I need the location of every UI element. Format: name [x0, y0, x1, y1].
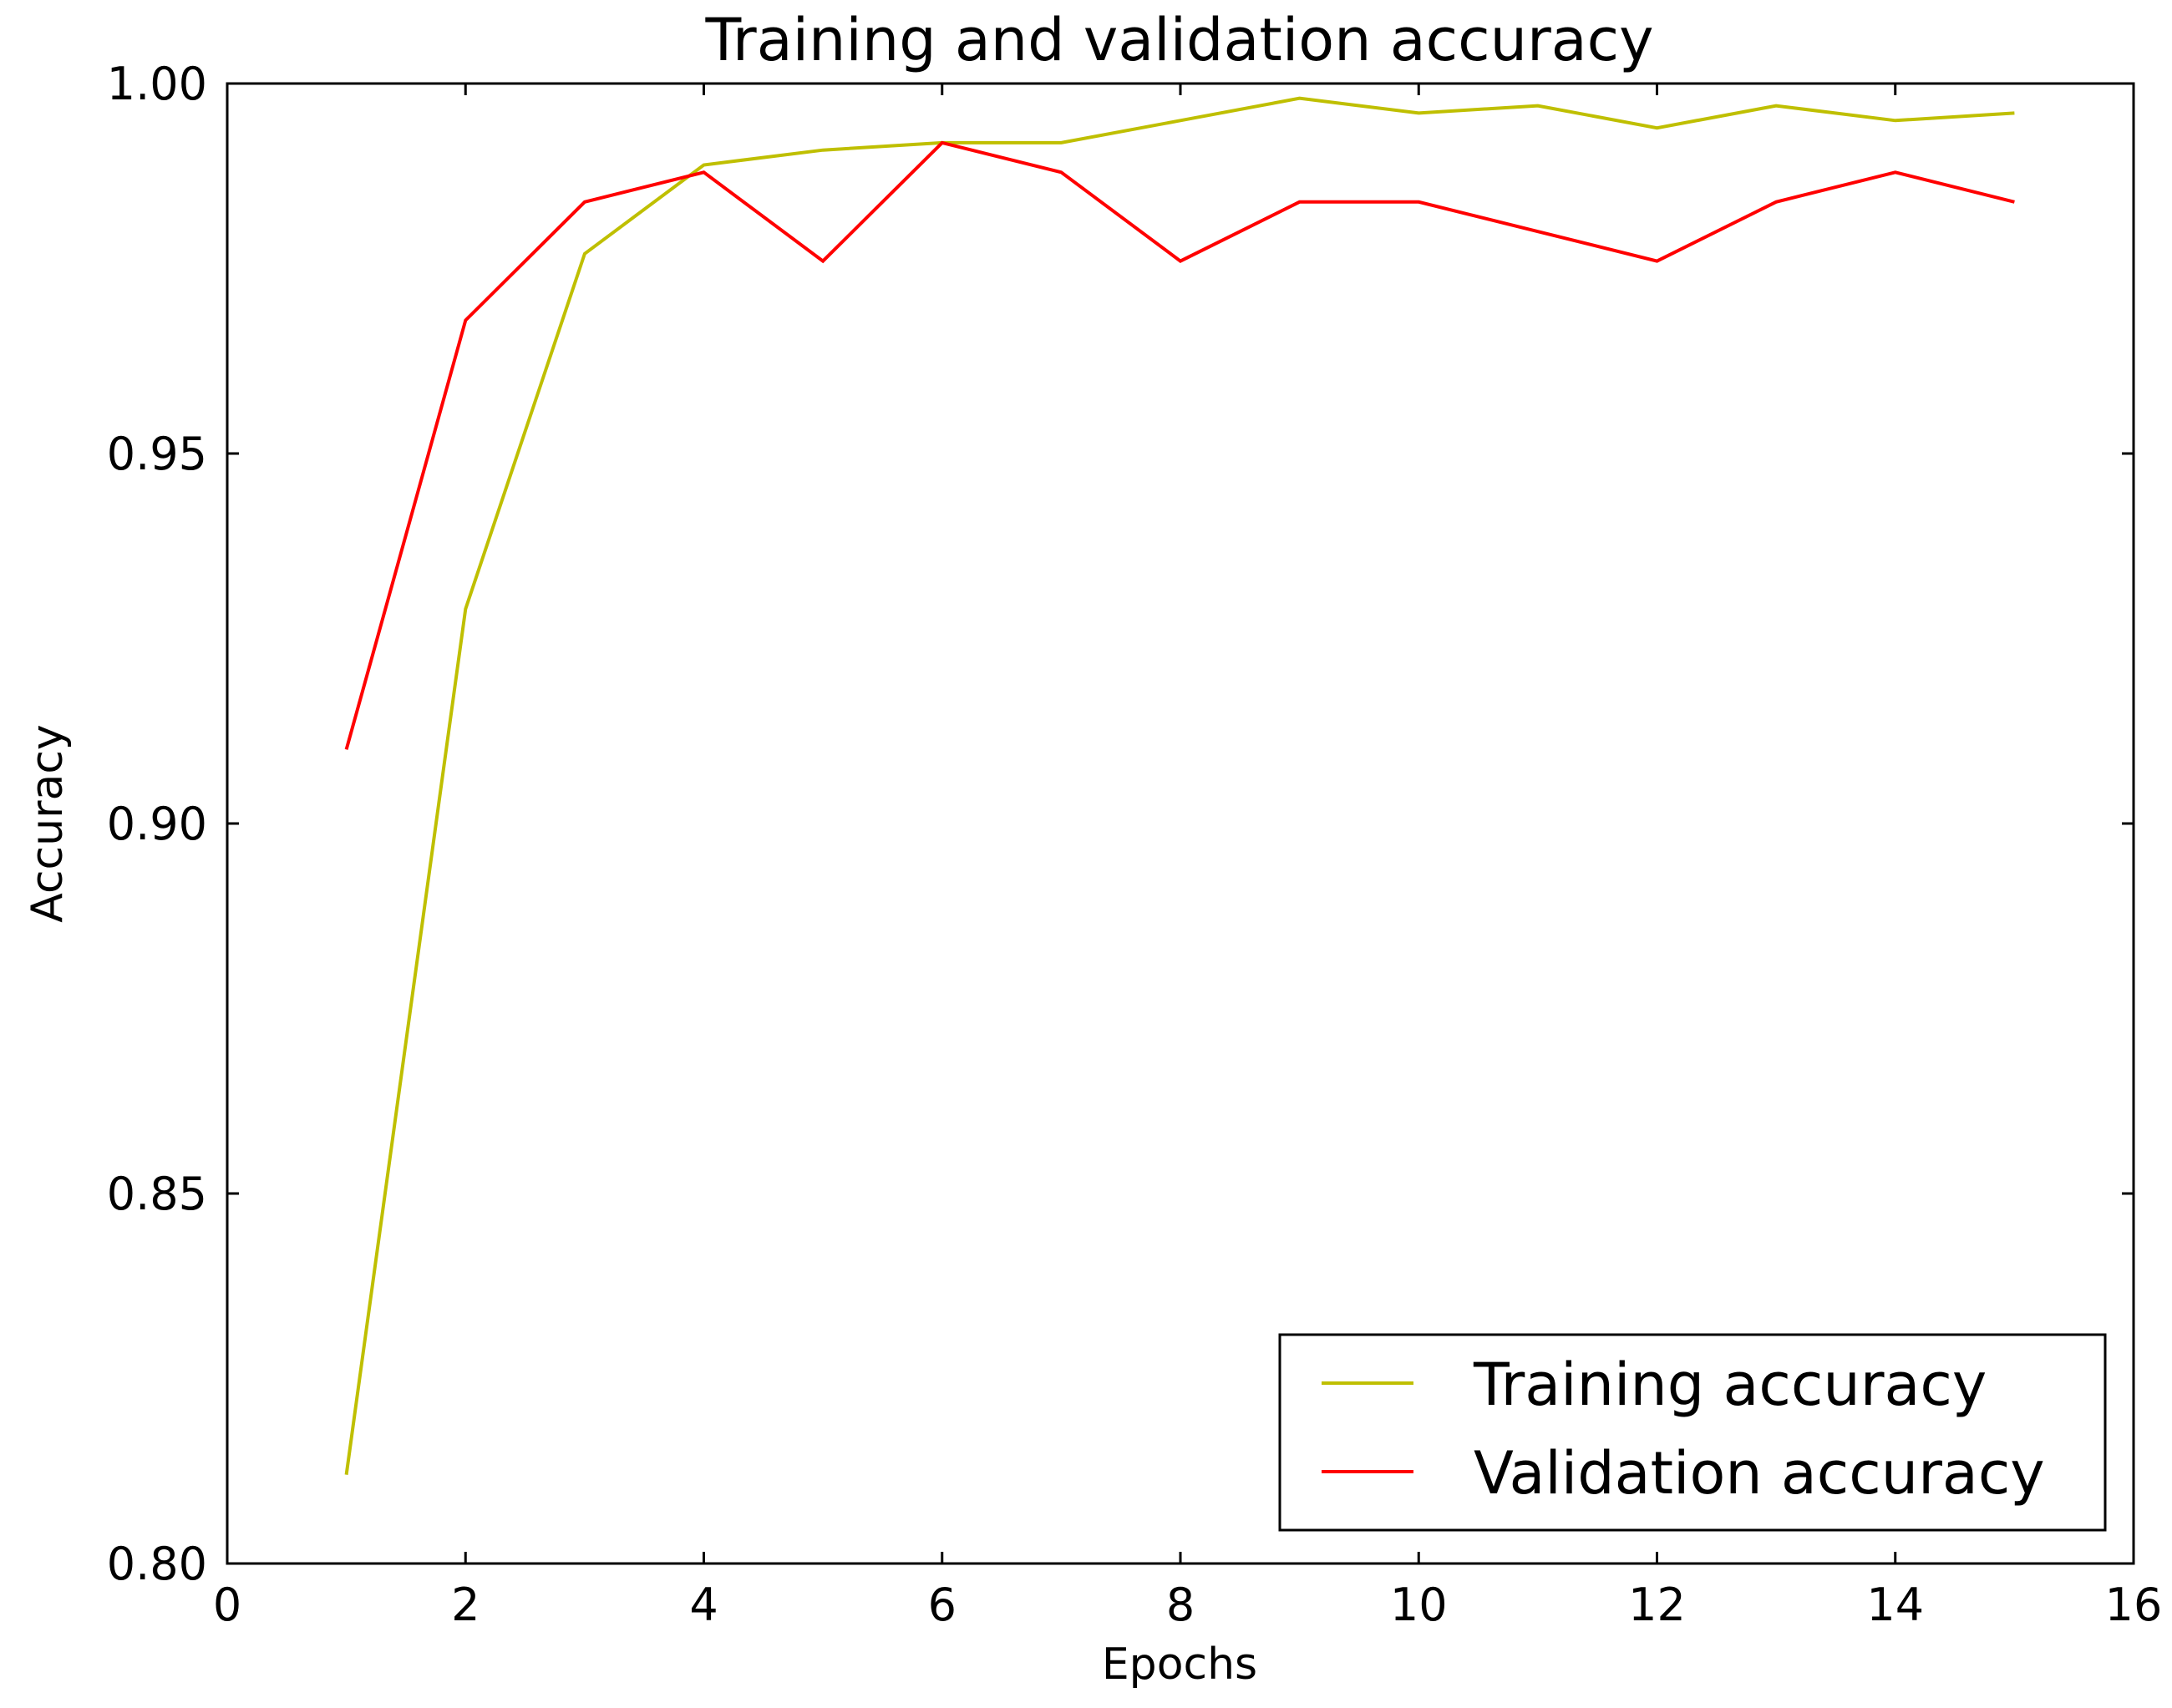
x-tick-label: 12	[1628, 1579, 1686, 1631]
x-tick-label: 10	[1390, 1579, 1448, 1631]
x-tick-label: 8	[1166, 1579, 1195, 1631]
x-tick-label: 14	[1866, 1579, 1924, 1631]
x-tick-label: 0	[213, 1579, 241, 1631]
x-axis-label: Epochs	[1102, 1640, 1257, 1690]
y-tick-label: 0.90	[107, 798, 207, 850]
x-tick-label: 2	[451, 1579, 480, 1631]
legend-box	[1278, 1333, 2107, 1532]
x-axis-ticks: 0 2 4 6 8 10 12 14 16	[213, 84, 2163, 1631]
legend-label-training: Training accuracy	[1473, 1351, 1987, 1419]
y-tick-label: 0.85	[107, 1168, 207, 1220]
plot-series-group	[344, 96, 2015, 1475]
y-axis-ticks: 0.80 0.85 0.90 0.95 1.00	[107, 58, 2134, 1590]
y-tick-label: 0.95	[107, 428, 207, 480]
y-tick-label: 0.80	[107, 1538, 207, 1590]
x-tick-label: 6	[928, 1579, 957, 1631]
y-tick-label: 1.00	[107, 58, 207, 110]
legend-label-validation: Validation accuracy	[1474, 1439, 2045, 1508]
chart-title: Training and validation accuracy	[704, 6, 1653, 74]
y-axis-label: Accuracy	[23, 724, 73, 922]
series-line-training-accuracy	[344, 96, 2015, 1475]
legend: Training accuracy Validation accuracy	[1278, 1333, 2107, 1532]
series-line-validation-accuracy	[344, 140, 2015, 750]
x-tick-label: 4	[689, 1579, 718, 1631]
x-tick-label: 16	[2105, 1579, 2163, 1631]
